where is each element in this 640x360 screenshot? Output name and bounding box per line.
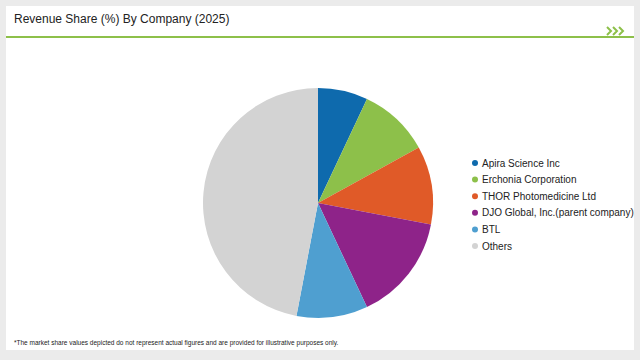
legend-swatch — [472, 193, 478, 199]
legend-label: THOR Photomedicine Ltd — [482, 191, 596, 202]
chart: Revenue Share (%) By Company (2025) Apira… — [0, 0, 640, 360]
legend-swatch — [472, 243, 478, 249]
card — [6, 6, 634, 350]
pie — [203, 88, 433, 318]
legend-label: Erchonia Corporation — [482, 174, 577, 185]
chevron — [607, 27, 611, 35]
legend-label: Others — [482, 241, 512, 252]
title-rule — [6, 36, 634, 38]
legend-swatch — [472, 226, 478, 232]
legend: Apira Science Inc Erchonia Corporation THO… — [472, 158, 634, 252]
legend-swatch — [472, 210, 478, 216]
legend-label: BTL — [482, 224, 501, 235]
title: Revenue Share (%) By Company (2025) — [14, 12, 229, 26]
chevron — [619, 27, 623, 35]
legend-swatch — [472, 177, 478, 183]
legend-swatch — [472, 160, 478, 166]
chevron — [613, 27, 617, 35]
legend-label: Apira Science Inc — [482, 158, 560, 169]
slice — [203, 88, 318, 316]
footnote: *The market share values depicted do not… — [14, 339, 339, 347]
legend-label: DJO Global, Inc.(parent company) — [482, 207, 634, 218]
